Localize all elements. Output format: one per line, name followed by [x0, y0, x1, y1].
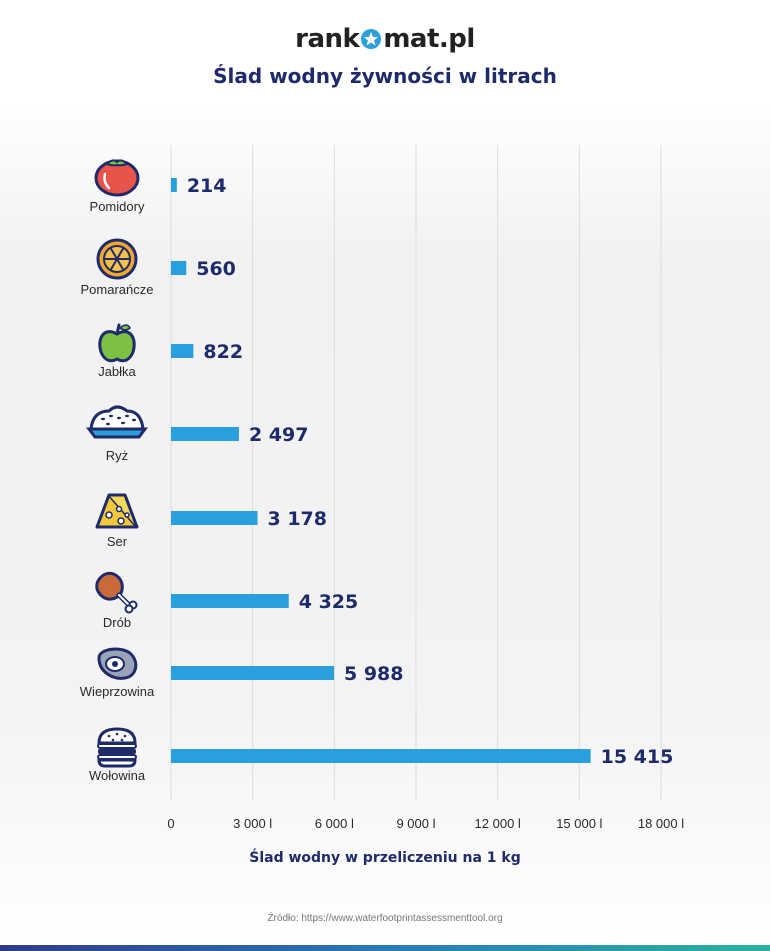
- value-label: 15 415: [601, 746, 674, 768]
- value-label: 822: [203, 341, 243, 363]
- source-note: Źródło: https://www.waterfootprintassess…: [267, 913, 503, 924]
- bar: [171, 511, 258, 525]
- logo-text-right: mat.pl: [383, 24, 475, 54]
- x-tick-label: 18 000 l: [638, 816, 684, 831]
- x-tick-label: 0: [167, 816, 174, 831]
- x-axis-label: Ślad wodny w przeliczeniu na 1 kg: [249, 850, 521, 866]
- category-label: Pomarańcze: [81, 282, 154, 297]
- value-label: 2 497: [249, 424, 308, 446]
- bar: [171, 666, 335, 680]
- x-tick-label: 3 000 l: [233, 816, 272, 831]
- chicken-leg-icon: [95, 571, 138, 614]
- rice-icon: [86, 405, 148, 439]
- logo-text-left: rank: [295, 24, 360, 54]
- orange-icon: [96, 238, 138, 280]
- x-tick-label: 15 000 l: [556, 816, 602, 831]
- category-label: Drób: [103, 615, 131, 630]
- x-tick-label: 6 000 l: [315, 816, 354, 831]
- x-tick-label: 12 000 l: [475, 816, 521, 831]
- tomato-icon: [94, 159, 140, 197]
- value-label: 5 988: [344, 663, 404, 685]
- apple-icon: [98, 323, 136, 363]
- category-label: Ser: [107, 534, 128, 549]
- value-label: 4 325: [299, 591, 359, 613]
- star-icon: [360, 27, 382, 57]
- x-tick-label: 9 000 l: [396, 816, 435, 831]
- value-label: 3 178: [268, 508, 328, 530]
- bar: [171, 261, 187, 275]
- bar: [171, 594, 289, 608]
- burger-icon: [97, 727, 137, 768]
- value-label: 214: [187, 175, 227, 197]
- cheese-icon: [95, 493, 139, 529]
- category-label: Wieprzowina: [80, 684, 155, 699]
- chart-title: Ślad wodny żywności w litrach: [213, 64, 557, 88]
- category-label: Wołowina: [89, 768, 146, 783]
- bar: [171, 427, 239, 441]
- logo: rank mat.pl: [0, 24, 770, 57]
- bar: [171, 344, 194, 358]
- pork-icon: [97, 647, 138, 680]
- bottom-gradient-bar: [0, 945, 770, 951]
- category-label: Pomidory: [90, 199, 145, 214]
- category-label: Jabłka: [98, 364, 136, 379]
- bar: [171, 178, 177, 192]
- category-label: Ryż: [106, 448, 128, 463]
- value-label: 560: [196, 258, 236, 280]
- bar: [171, 749, 591, 763]
